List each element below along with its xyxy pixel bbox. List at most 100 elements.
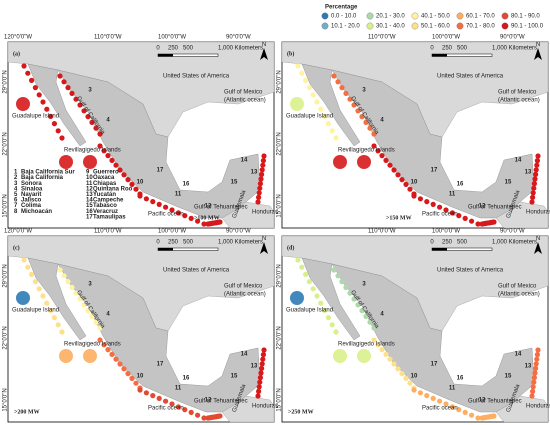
coastal-resource: [257, 185, 263, 191]
coastal-resource: [77, 102, 83, 108]
island-resource: [83, 349, 97, 363]
coastal-resource: [531, 375, 537, 381]
baja-land: [301, 63, 361, 147]
coastal-resource: [424, 199, 430, 205]
longitude-label: 100°0'0"W: [432, 35, 460, 41]
coastal-resource: [156, 201, 162, 207]
island-resource: [290, 291, 304, 305]
coastal-resource: [48, 307, 54, 313]
coastal-resource: [314, 99, 320, 105]
coastal-resource: [188, 409, 194, 415]
central-america: [221, 395, 275, 423]
state-number: 13: [86, 192, 93, 198]
coastal-resource: [299, 264, 305, 270]
coastal-resource: [89, 313, 95, 319]
coastal-resource: [259, 167, 265, 173]
coastal-resource: [44, 300, 50, 306]
coastal-resource: [256, 194, 262, 200]
coastal-resource: [295, 257, 301, 263]
coastal-resource: [156, 395, 162, 401]
scale-bar: [432, 248, 447, 251]
coastal-resource: [129, 375, 135, 381]
coastal-resource: [29, 77, 35, 83]
coastal-resource: [69, 90, 75, 96]
coastal-resource: [109, 351, 115, 357]
coastal-resource: [367, 319, 373, 325]
coastal-resource: [329, 128, 335, 134]
coastal-resource: [113, 162, 119, 168]
coastal-resource: [469, 412, 475, 418]
state-number: 14: [515, 158, 522, 164]
coastal-resource: [125, 371, 131, 377]
scale-label: 500: [457, 46, 468, 52]
state-name: Tamaulipas: [93, 214, 126, 220]
coastal-resource: [533, 365, 539, 371]
map-label: Guadalupe Island: [12, 114, 59, 120]
map-label: Revillagigedo Islands: [338, 342, 395, 348]
state-number: 17: [431, 168, 438, 174]
coastal-resource: [407, 186, 413, 192]
coastal-resource: [188, 215, 194, 221]
coastal-resource: [260, 352, 266, 358]
coastal-resource: [125, 177, 131, 183]
coastal-resource: [310, 286, 316, 292]
state-number: 12: [205, 204, 212, 210]
state-number: 13: [525, 364, 532, 370]
map-label: Gulf of Mexico: [498, 90, 537, 96]
legend-swatch: [411, 12, 419, 20]
coastal-resource: [257, 375, 263, 381]
state-name: Guerrero: [93, 170, 119, 176]
latitude-label: 29°0'0"N: [277, 70, 283, 93]
latitude-label: 29°0'0"N: [277, 264, 283, 287]
coastal-resource: [395, 172, 401, 178]
coastal-resource: [55, 322, 61, 328]
coastal-resource: [387, 162, 393, 168]
coastal-resource: [258, 370, 264, 376]
state-name: Colima: [21, 203, 42, 209]
longitude-label: 110°0'0"W: [94, 229, 122, 235]
central-america: [495, 201, 549, 229]
state-name: Nayarit: [21, 192, 41, 198]
map-panel: 110°0'0"W 100°0'0"W 90°0'0"W 29°0'0"N 22°0'0…: [277, 229, 550, 423]
north-arrow: [534, 242, 542, 254]
map-label: Honduras: [526, 210, 550, 216]
coastal-resource: [81, 302, 87, 308]
map-label: Gulf of Tehuantepec: [194, 205, 248, 211]
state-number: 17: [157, 168, 164, 174]
island-resource: [333, 155, 347, 169]
coastal-resource: [169, 401, 175, 407]
panel-caption: >150 MW: [386, 215, 412, 221]
coastal-resource: [25, 264, 31, 270]
map-label: (Atlantic ocean): [224, 98, 266, 104]
coastal-resource: [535, 347, 541, 353]
legend-label: 0.0 - 10.0: [331, 14, 357, 20]
longitude-label: 110°0'0"W: [368, 229, 396, 235]
state-number: 10: [86, 175, 93, 181]
coastal-resource: [133, 186, 139, 192]
coastal-resource: [430, 201, 436, 207]
state-name: Campeche: [93, 198, 124, 204]
coastal-resource: [259, 361, 265, 367]
map-label: (Atlantic ocean): [498, 292, 540, 298]
longitude-label: 90°0'0"W: [226, 229, 251, 235]
coastal-resource: [318, 300, 324, 306]
coastal-resource: [371, 337, 377, 343]
map-label: Gulf of Mexico: [224, 284, 263, 290]
state-name: Baja California Sur: [21, 170, 75, 176]
state-number: 11: [449, 192, 456, 198]
state-number: 13: [525, 170, 532, 176]
coastal-resource: [260, 158, 266, 164]
north-label: N: [536, 236, 540, 242]
latitude-label: 22°0'0"N: [3, 132, 9, 155]
coastal-resource: [143, 390, 149, 396]
coastal-resource: [21, 257, 27, 263]
coastal-resource: [443, 401, 449, 407]
legend-label: 20.1 - 30.0: [376, 14, 405, 20]
coastal-resource: [97, 325, 103, 331]
scale-label: 250: [168, 46, 179, 52]
baja-land: [27, 63, 87, 147]
coastal-resource: [105, 347, 111, 353]
panel-label: (d): [287, 244, 294, 251]
coastal-resource: [462, 215, 468, 221]
